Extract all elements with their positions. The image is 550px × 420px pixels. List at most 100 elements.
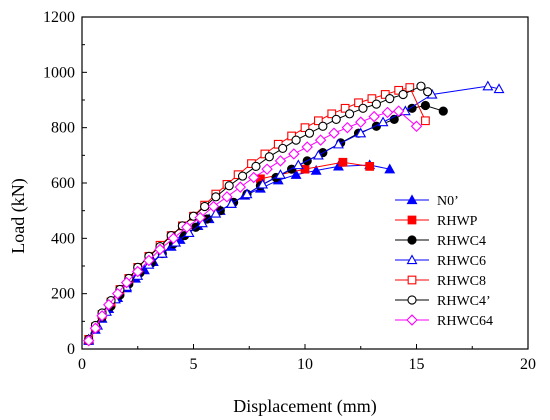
data-point — [200, 201, 210, 212]
legend-item: RHWC4’ — [395, 294, 491, 309]
y-tick-label: 800 — [51, 120, 75, 137]
data-point — [96, 310, 108, 322]
legend-item: RHWP — [395, 214, 478, 229]
legend-item: RHWC64 — [395, 314, 493, 329]
legend: N0’ RHWP RHWC4 RHWC6 RHWC8 RHWC4’ RHWC64 — [395, 194, 493, 329]
data-point — [410, 120, 423, 133]
legend-marker — [407, 235, 417, 245]
x-tick-label: 5 — [190, 356, 198, 373]
series-6 — [84, 81, 433, 344]
data-point — [438, 106, 448, 116]
legend-label: RHWP — [437, 214, 478, 229]
data-point — [328, 127, 340, 139]
data-point — [251, 161, 261, 171]
y-tick-label: 400 — [51, 230, 75, 247]
legend-item: RHWC4 — [395, 234, 486, 249]
data-point — [247, 171, 260, 184]
data-point — [318, 121, 328, 131]
legend-marker — [407, 295, 417, 305]
legend-item: RHWC8 — [395, 274, 486, 289]
data-point — [241, 188, 253, 199]
legend-marker — [406, 314, 418, 326]
data-point — [407, 103, 417, 113]
data-point — [304, 128, 315, 138]
data-point — [314, 116, 323, 126]
data-point — [331, 114, 341, 124]
data-point — [367, 94, 377, 103]
data-point — [493, 83, 505, 94]
data-point — [291, 135, 301, 145]
data-point — [261, 163, 273, 175]
legend-item: N0’ — [395, 194, 459, 209]
legend-label: N0’ — [437, 194, 459, 209]
data-point — [354, 98, 363, 108]
series-line — [88, 105, 444, 341]
series-7 — [82, 105, 423, 347]
x-tick-label: 20 — [520, 356, 536, 373]
data-point — [333, 138, 344, 149]
data-point — [82, 334, 95, 347]
legend-marker — [406, 194, 418, 205]
legend-label: RHWC64 — [437, 314, 493, 329]
x-tick-label: 0 — [78, 356, 86, 373]
data-point — [264, 152, 274, 162]
series-3 — [84, 100, 448, 346]
data-point — [224, 181, 234, 191]
x-tick-label: 15 — [409, 356, 425, 373]
data-point — [181, 221, 193, 233]
data-point — [194, 211, 206, 224]
data-point — [385, 94, 395, 104]
y-tick-label: 200 — [51, 286, 75, 303]
data-point — [377, 116, 389, 127]
data-point — [314, 134, 327, 146]
data-point — [132, 265, 144, 278]
data-point — [355, 127, 367, 138]
data-point — [310, 164, 322, 175]
legend-marker — [406, 254, 418, 265]
data-point — [210, 207, 222, 218]
data-point — [398, 89, 408, 100]
data-point — [225, 198, 237, 208]
data-point — [154, 243, 166, 256]
y-tick-label: 1200 — [43, 9, 75, 26]
data-point — [365, 162, 375, 171]
data-point — [345, 109, 355, 119]
legend-item: RHWC6 — [395, 254, 486, 269]
data-point — [327, 109, 337, 119]
data-point — [103, 299, 115, 311]
x-axis-label: Displacement (mm) — [233, 396, 376, 417]
data-point — [368, 110, 380, 123]
data-point — [300, 123, 310, 133]
data-point — [111, 287, 124, 300]
plot-area — [82, 80, 505, 347]
x-tick-label: 10 — [297, 356, 313, 373]
data-point — [341, 121, 354, 134]
legend-marker — [407, 215, 417, 225]
data-point — [292, 159, 304, 170]
y-tick-label: 600 — [51, 175, 75, 192]
data-point — [420, 100, 431, 111]
legend-marker — [407, 275, 417, 285]
data-point — [275, 169, 286, 179]
data-point — [416, 81, 426, 91]
data-point — [89, 322, 102, 334]
data-point — [371, 99, 381, 109]
data-point — [274, 155, 287, 167]
data-point — [278, 143, 288, 154]
y-tick-label: 0 — [67, 341, 75, 358]
data-point — [234, 181, 247, 193]
data-point — [211, 192, 221, 202]
data-point — [392, 105, 405, 117]
data-point — [384, 163, 396, 174]
data-point — [207, 200, 220, 213]
legend-label: RHWC4’ — [437, 294, 491, 309]
y-tick-label: 1000 — [43, 64, 75, 81]
data-point — [290, 169, 302, 179]
legend-label: RHWC8 — [437, 274, 486, 289]
data-point — [221, 191, 233, 203]
data-point — [381, 106, 394, 119]
data-point — [340, 103, 350, 113]
series-line — [88, 110, 417, 341]
